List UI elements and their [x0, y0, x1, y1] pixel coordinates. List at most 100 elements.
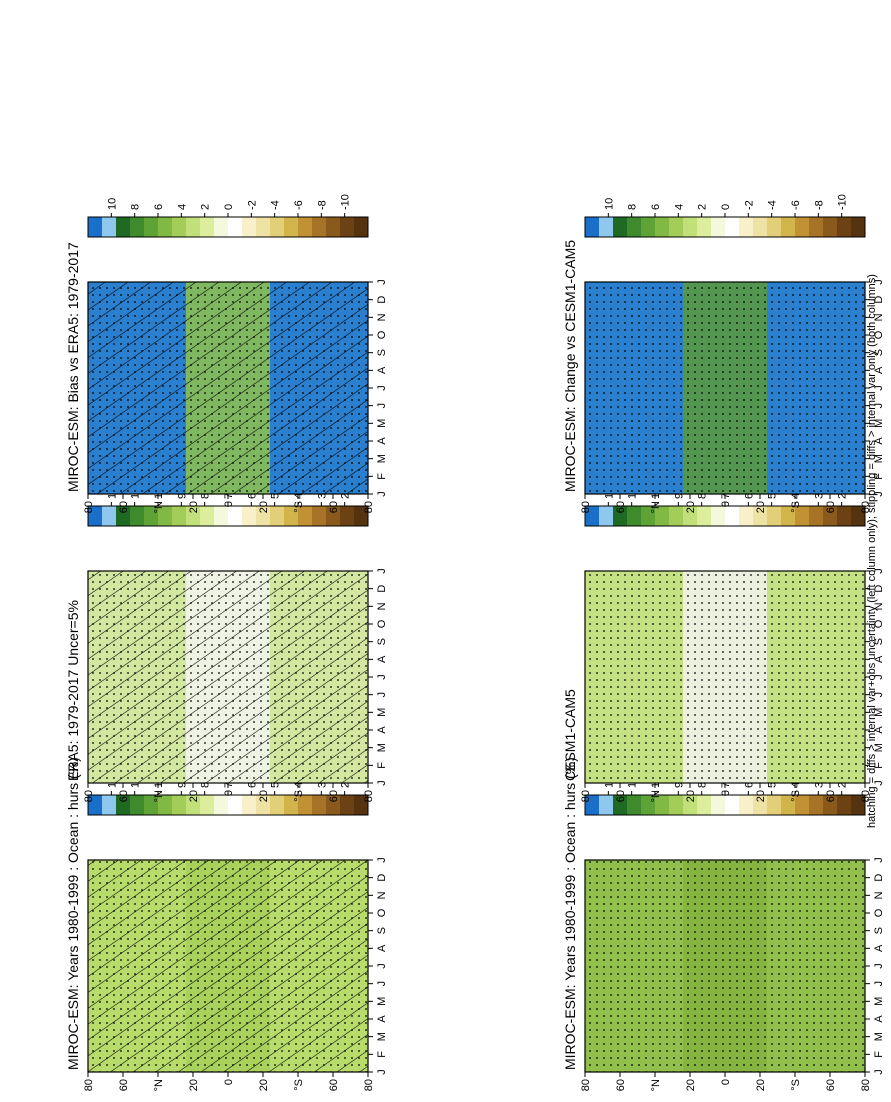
- colorbar-cell: [326, 506, 341, 526]
- colorbar-cell: [837, 506, 852, 526]
- x-tick-label: M: [873, 997, 885, 1006]
- colorbar-cell: [599, 795, 614, 815]
- colorbar-cell: [298, 217, 313, 237]
- colorbar-cell: [837, 217, 852, 237]
- x-tick-label: N: [873, 891, 885, 899]
- colorbar-cell: [270, 506, 285, 526]
- panel-title: MIROC-ESM: Bias vs ERA5: 1979-2017: [65, 242, 81, 492]
- colorbar-cell: [116, 217, 131, 237]
- colorbar-cell: [641, 506, 656, 526]
- colorbar-cell: [725, 217, 740, 237]
- y-tick-label: 20: [188, 1079, 200, 1091]
- panel-title: MIROC-ESM: Years 1980-1999 : Ocean : hur…: [65, 757, 81, 1070]
- colorbar-cell: [851, 795, 866, 815]
- x-tick-label: A: [873, 366, 885, 374]
- x-tick-label: J: [376, 385, 388, 391]
- colorbar-cell: [354, 795, 369, 815]
- y-tick-label: °S: [790, 1079, 802, 1091]
- colorbar-cell: [683, 217, 698, 237]
- colorbar-label: 6: [650, 204, 662, 210]
- x-tick-label: S: [873, 638, 885, 645]
- colorbar-cell: [739, 217, 754, 237]
- x-tick-label: M: [873, 454, 885, 463]
- colorbar-cell: [753, 506, 768, 526]
- y-tick-label: 60: [615, 790, 627, 802]
- y-tick-label: 20: [755, 1079, 767, 1091]
- colorbar-cell: [340, 795, 355, 815]
- y-tick-label: 60: [118, 790, 130, 802]
- colorbar-cell: [753, 795, 768, 815]
- colorbar-cell: [228, 795, 243, 815]
- y-tick-label: 0: [720, 790, 732, 796]
- colorbar-cell: [186, 217, 201, 237]
- colorbar-cell: [326, 217, 341, 237]
- colorbar-label: -2: [743, 200, 755, 210]
- colorbar-cell: [823, 795, 838, 815]
- y-tick-label: 60: [615, 1079, 627, 1091]
- y-tick-label: 60: [825, 790, 837, 802]
- x-tick-label: F: [376, 473, 388, 480]
- colorbar-cell: [88, 217, 103, 237]
- x-tick-label: M: [873, 743, 885, 752]
- colorbar-cell: [144, 795, 159, 815]
- colorbar-cell: [172, 506, 187, 526]
- x-tick-label: J: [873, 403, 885, 409]
- panel-2: MIROC-ESM: Years 1980-1999 : Ocean : hur…: [562, 757, 885, 1091]
- colorbar-cell: [851, 217, 866, 237]
- colorbar-cell: [298, 795, 313, 815]
- y-tick-label: 20: [755, 790, 767, 802]
- colorbar-cell: [851, 506, 866, 526]
- x-tick-label: O: [873, 908, 885, 917]
- colorbar-cell: [130, 217, 145, 237]
- y-tick-label: 80: [860, 790, 872, 802]
- colorbar-cell: [655, 217, 670, 237]
- y-tick-label: 20: [685, 1079, 697, 1091]
- stippling: [585, 282, 865, 494]
- colorbar-cell: [256, 506, 271, 526]
- x-tick-label: M: [873, 1032, 885, 1041]
- x-tick-label: D: [873, 585, 885, 593]
- x-tick-label: J: [376, 674, 388, 680]
- x-tick-label: J: [376, 692, 388, 698]
- colorbar-cell: [186, 506, 201, 526]
- colorbar-cell: [781, 217, 796, 237]
- colorbar-cell: [627, 217, 642, 237]
- x-tick-label: S: [376, 927, 388, 934]
- colorbar-cell: [725, 506, 740, 526]
- colorbar-cell: [585, 217, 600, 237]
- colorbar-cell: [256, 217, 271, 237]
- colorbar-cell: [823, 506, 838, 526]
- x-tick-label: F: [873, 762, 885, 769]
- y-tick-label: 80: [363, 1079, 375, 1091]
- y-tick-label: 60: [615, 501, 627, 513]
- colorbar-cell: [781, 795, 796, 815]
- hatching: [88, 571, 368, 783]
- colorbar-cell: [767, 506, 782, 526]
- colorbar-cell: [284, 217, 299, 237]
- colorbar-cell: [711, 217, 726, 237]
- x-tick-label: J: [873, 1069, 885, 1075]
- colorbar-cell: [340, 217, 355, 237]
- colorbar-cell: [725, 795, 740, 815]
- colorbar-cell: [242, 506, 257, 526]
- colorbar-cell: [711, 795, 726, 815]
- hatching: [88, 282, 368, 494]
- colorbar-cell: [767, 795, 782, 815]
- colorbar-cell: [655, 506, 670, 526]
- x-tick-label: J: [873, 857, 885, 863]
- y-tick-label: 20: [685, 501, 697, 513]
- x-tick-label: S: [376, 349, 388, 356]
- y-tick-label: 80: [83, 501, 95, 513]
- colorbar-cell: [809, 795, 824, 815]
- colorbar-label: -2: [246, 200, 258, 210]
- colorbar-cell: [214, 217, 229, 237]
- colorbar-cell: [158, 795, 173, 815]
- colorbar-cell: [585, 795, 600, 815]
- x-tick-label: J: [376, 857, 388, 863]
- colorbar-cell: [739, 795, 754, 815]
- colorbar-label: -6: [293, 200, 305, 210]
- x-tick-label: J: [376, 780, 388, 786]
